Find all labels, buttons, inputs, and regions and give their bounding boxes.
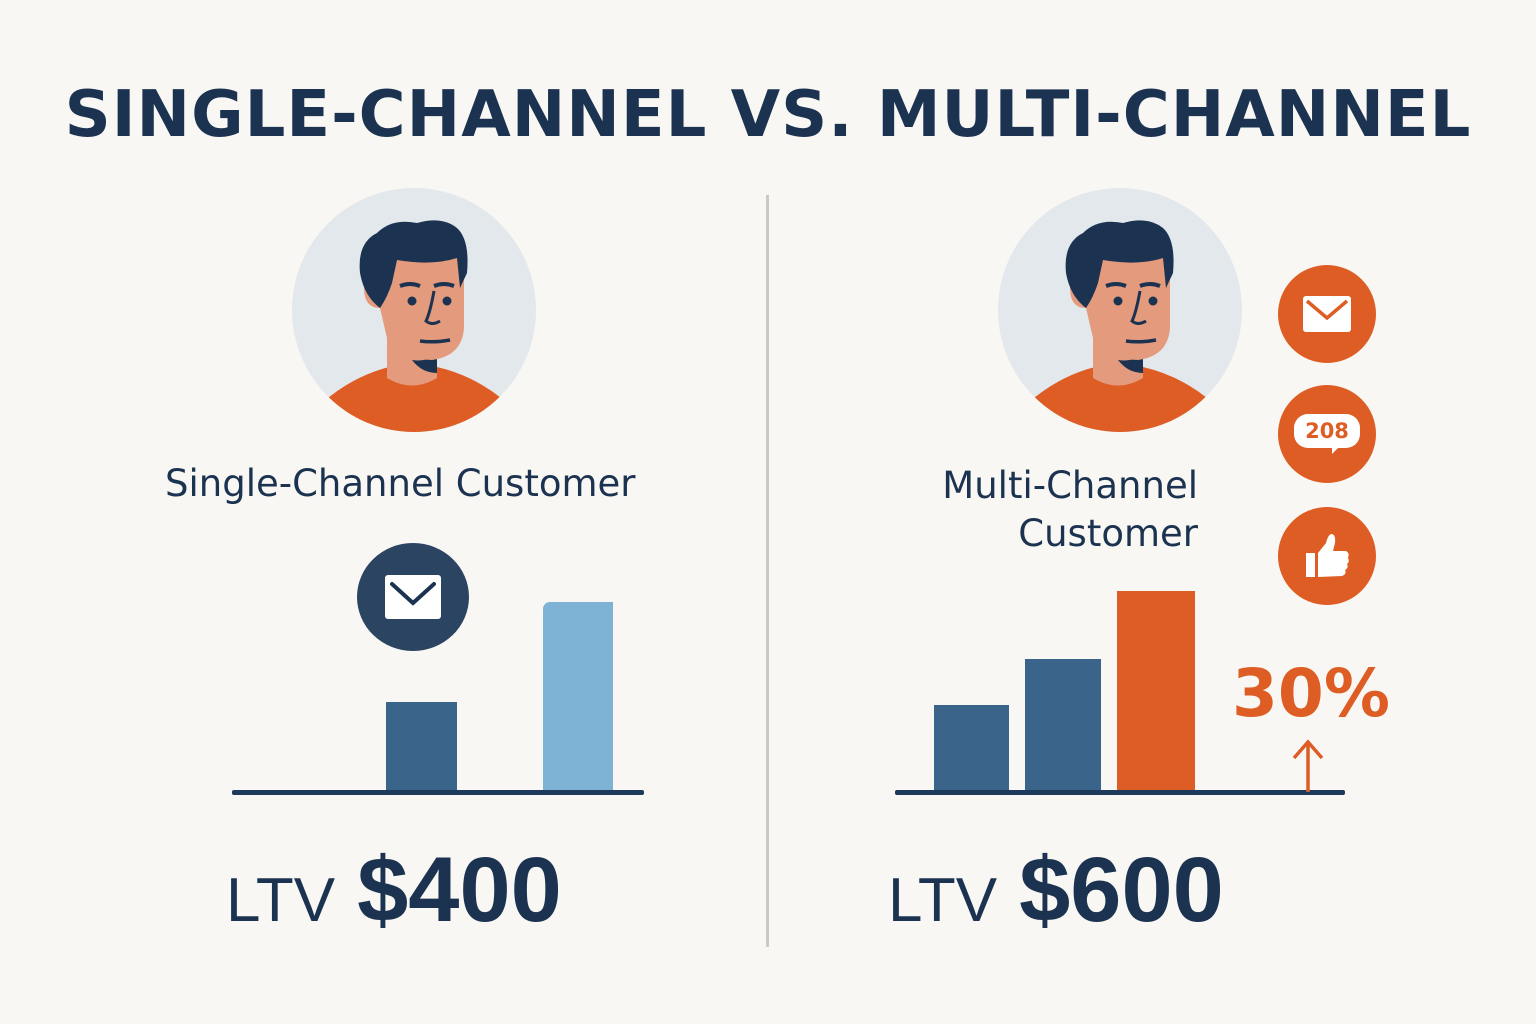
multi-channel-x-axis <box>895 790 1345 795</box>
channel-chat-badge: 208 <box>1278 385 1376 483</box>
single-channel-email-badge <box>357 543 469 651</box>
multi-channel-bar-chart <box>895 590 1345 790</box>
chart-bar-2 <box>1025 659 1101 790</box>
multi-channel-label: Multi-Channel Customer <box>900 462 1198 558</box>
person-icon <box>1028 220 1213 432</box>
email-icon <box>1303 296 1351 332</box>
chart-bar-2 <box>543 602 613 790</box>
thumbs-up-icon <box>1306 534 1349 577</box>
multi-channel-label-line2: Customer <box>1018 512 1198 555</box>
single-channel-avatar <box>292 188 536 432</box>
ltv-label: LTV <box>226 866 336 935</box>
chart-bar-3 <box>1117 591 1195 790</box>
person-icon <box>322 220 507 432</box>
chart-bar-1 <box>386 702 457 790</box>
single-channel-ltv: LTV $400 <box>226 838 562 943</box>
chat-bubble-icon: 208 <box>1294 414 1360 454</box>
ltv-value: $600 <box>1019 839 1224 941</box>
multi-channel-ltv: LTV $600 <box>888 838 1224 943</box>
single-channel-bar-chart <box>232 590 644 790</box>
multi-channel-avatar <box>998 188 1242 432</box>
page-title: SINGLE-CHANNEL VS. MULTI-CHANNEL <box>64 78 1472 152</box>
multi-channel-label-line1: Multi-Channel <box>942 464 1198 507</box>
center-divider <box>766 195 769 947</box>
chart-bar-1 <box>934 705 1009 790</box>
channel-like-badge <box>1278 507 1376 605</box>
ltv-value: $400 <box>357 839 562 941</box>
ltv-label: LTV <box>888 866 998 935</box>
uplift-percentage: 30% <box>1232 655 1390 732</box>
channel-email-badge <box>1278 265 1376 363</box>
single-channel-label: Single-Channel Customer <box>165 462 636 505</box>
email-icon <box>385 575 441 619</box>
arrow-up-icon <box>1292 739 1324 792</box>
single-channel-x-axis <box>232 790 644 795</box>
chat-badge-count: 208 <box>1294 414 1360 448</box>
